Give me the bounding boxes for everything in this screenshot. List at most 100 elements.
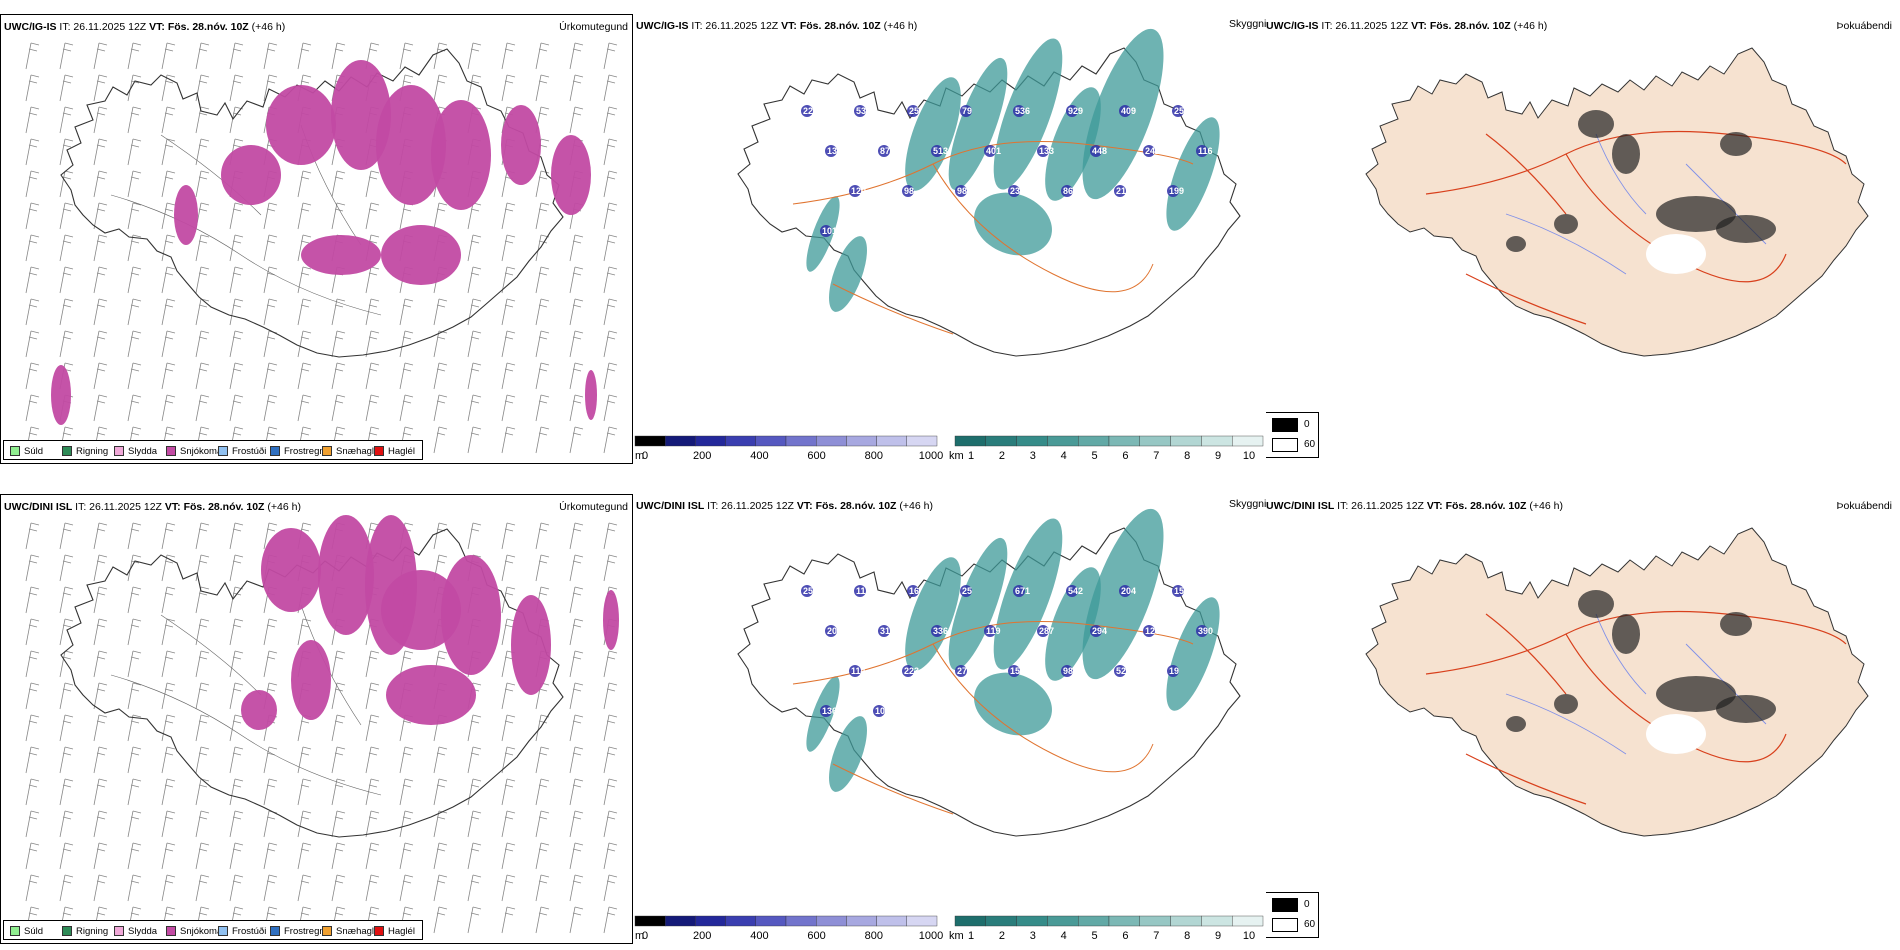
cloud-base-spot [1167,665,1179,677]
wind-barb [59,138,74,166]
wind-barb [263,362,278,390]
visibility-tick: 6 [1122,450,1128,462]
wind-barb [161,394,176,422]
low-visibility-area [905,77,961,191]
wind-barb [331,746,346,774]
wind-barb [25,138,40,166]
wind-barb [161,618,176,646]
wind-barb [433,746,448,774]
wind-barb [195,42,210,70]
precip-legend-item: Snæhagl [322,925,374,937]
wind-barb [229,266,244,294]
wind-barb [331,650,346,678]
wind-barb [25,874,40,902]
wind-barb [569,362,584,390]
wind-barb [93,554,108,582]
low-visibility-area [905,557,961,671]
map-title: UWC/IG-IS IT: 26.11.2025 12Z VT: Fös. 28… [636,20,917,32]
precip-legend-label: Frostúði [232,925,267,937]
wind-barb [127,522,142,550]
cloud-base-spot [1066,585,1078,597]
cloud-base-label: 542 [1068,586,1083,596]
visibility-tick: 2 [999,930,1005,942]
wind-barb [25,394,40,422]
cloud-base-label: 294 [1092,626,1107,636]
wind-barb [59,266,74,294]
wind-barb [59,170,74,198]
wind-barb [569,298,584,326]
wind-barb [365,682,380,710]
wind-barb [501,778,516,806]
wind-barb [399,842,414,870]
cloud-base-label: 112 [856,586,871,596]
wind-barb [331,778,346,806]
cloud-base-label: 98 [1063,666,1073,676]
wind-barb [365,650,380,678]
cloud-base-spot [931,145,943,157]
wind-barb [127,202,142,230]
wind-barb [603,106,618,134]
wind-barb [229,42,244,70]
wind-barb [535,874,550,902]
cloud-base-spot [1196,145,1208,157]
low-visibility-area [1045,87,1101,201]
cloud-base-label: 316 [880,626,895,636]
wind-barb [229,746,244,774]
wind-barb [59,650,74,678]
wind-barb [365,170,380,198]
cloud-base-spot [984,625,996,637]
wind-barb [433,394,448,422]
cloud-base-spot [1008,185,1020,197]
model-name: UWC/DINI ISL [4,501,73,513]
wind-barb [603,74,618,102]
precip-legend-swatch [218,926,228,936]
valid-time: Fös. 28.nóv. 10Z [167,21,249,33]
wind-barb [161,682,176,710]
wind-barb [603,874,618,902]
fog-index-area [1656,676,1736,712]
wind-barb [501,554,516,582]
wind-barb [25,74,40,102]
wind-barb [127,586,142,614]
wind-barb [331,714,346,742]
coastline [60,528,564,838]
cloudbase-colorbar-segment [815,435,847,447]
cloudbase-colorbar-segment [906,435,938,447]
cloudbase-tick: 1000 [919,930,943,942]
wind-barb [229,234,244,262]
wind-barb [365,746,380,774]
cloud-base-spot [825,625,837,637]
wind-barb [603,362,618,390]
precip-legend-label: Rigning [76,445,109,457]
wind-barb [59,874,74,902]
cloud-base-label: 536 [1015,106,1030,116]
cloud-base-label: 19 [1169,666,1179,676]
precip-legend-label: Haglél [388,445,415,457]
wind-barb [467,522,482,550]
visibility-colorbar-segment [1201,435,1233,447]
precip-legend-swatch [62,446,72,456]
snowfall-area [241,690,277,730]
wind-barb [365,202,380,230]
wind-barb [603,330,618,358]
wind-barb [569,586,584,614]
cloud-base-spot [1196,625,1208,637]
wind-barb [535,74,550,102]
visibility-tick: 10 [1243,450,1255,462]
wind-barb [297,746,312,774]
snowfall-area [331,60,391,170]
cloudbase-tick: 800 [865,450,883,462]
wind-barb [365,362,380,390]
cloud-base-label: 204 [1121,586,1136,596]
wind-barb [535,202,550,230]
valid-time: Fös. 28.nóv. 10Z [799,20,881,32]
wind-barb [603,842,618,870]
wind-barb [229,842,244,870]
wind-barb [331,170,346,198]
low-visibility-area [829,236,867,312]
visibility-tick: 9 [1215,450,1221,462]
wind-barb [399,650,414,678]
wind-barb [25,266,40,294]
fog-index-area [1716,695,1776,723]
snowfall-area [381,225,461,285]
